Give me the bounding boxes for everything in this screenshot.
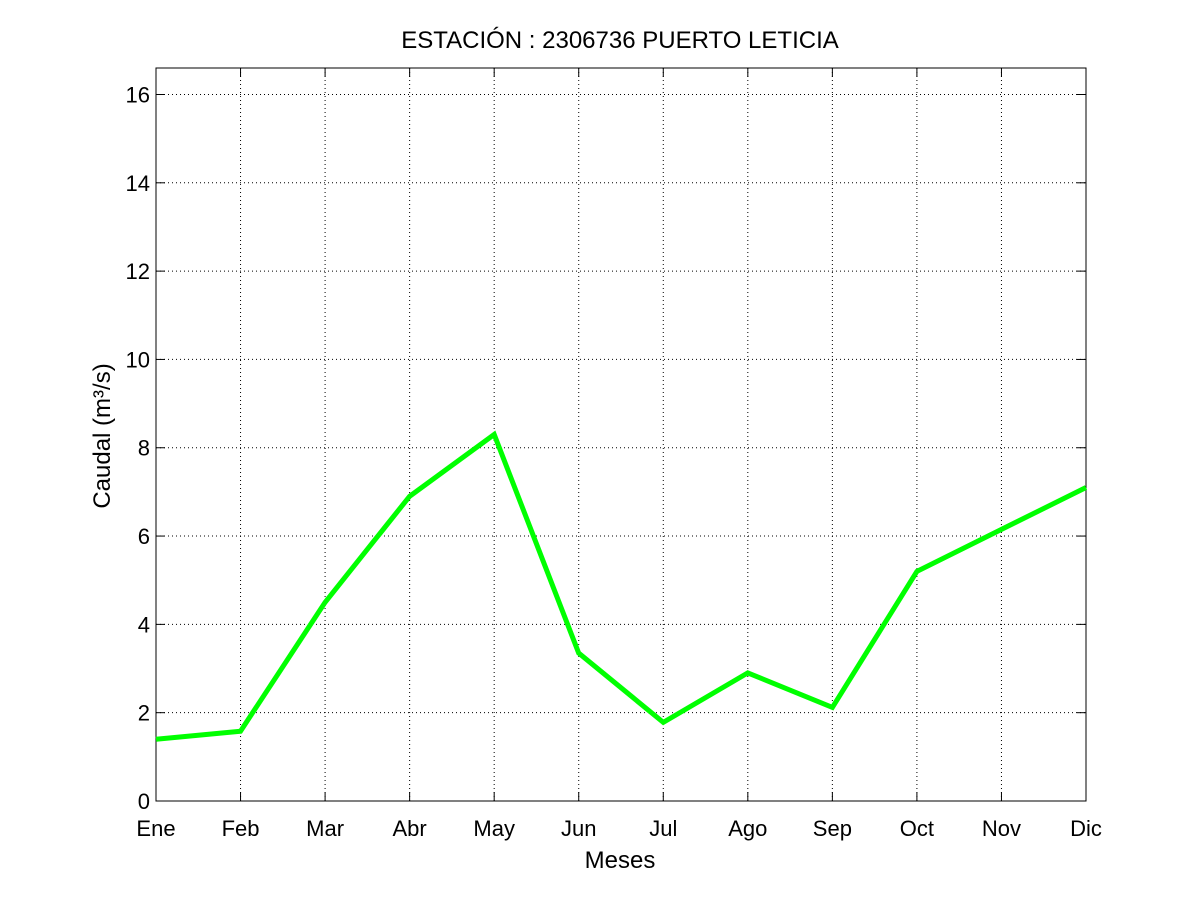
x-tick-label: Ago [728, 816, 767, 841]
x-tick-label: Mar [306, 816, 344, 841]
x-tick-label: Oct [900, 816, 934, 841]
y-tick-label: 14 [126, 171, 150, 196]
y-axis-label: Caudal (m³/s) [89, 363, 116, 508]
x-tick-label: Jul [649, 816, 677, 841]
x-tick-label: Feb [222, 816, 260, 841]
y-tick-label: 12 [126, 259, 150, 284]
plot-area [155, 67, 1087, 802]
x-tick-label: Dic [1070, 816, 1102, 841]
x-tick-label: Abr [393, 816, 427, 841]
y-tick-label: 4 [138, 612, 150, 637]
y-tick-label: 0 [138, 789, 150, 814]
x-axis-label: Meses [585, 847, 656, 874]
y-tick-label: 2 [138, 701, 150, 726]
x-tick-label: Nov [982, 816, 1021, 841]
y-tick-label: 16 [126, 82, 150, 107]
series-line [155, 430, 1088, 742]
x-tick-label: May [473, 816, 515, 841]
y-tick-label: 8 [138, 436, 150, 461]
y-tick-label: 6 [138, 524, 150, 549]
tick-label-layer: Ene Feb Mar Abr May Jun Jul Ago Sep Oct Nov Dic 0 2 4 6… [126, 82, 1102, 841]
x-tick-label: Ene [136, 816, 175, 841]
x-tick-label: Sep [813, 816, 852, 841]
grid-layer [156, 68, 1086, 801]
series-layer [155, 430, 1088, 742]
x-tick-label: Jun [561, 816, 596, 841]
y-tick-label: 10 [126, 347, 150, 372]
tick-layer [155, 68, 1087, 802]
chart-title: ESTACIÓN : 2306736 PUERTO LETICIA [401, 27, 839, 54]
